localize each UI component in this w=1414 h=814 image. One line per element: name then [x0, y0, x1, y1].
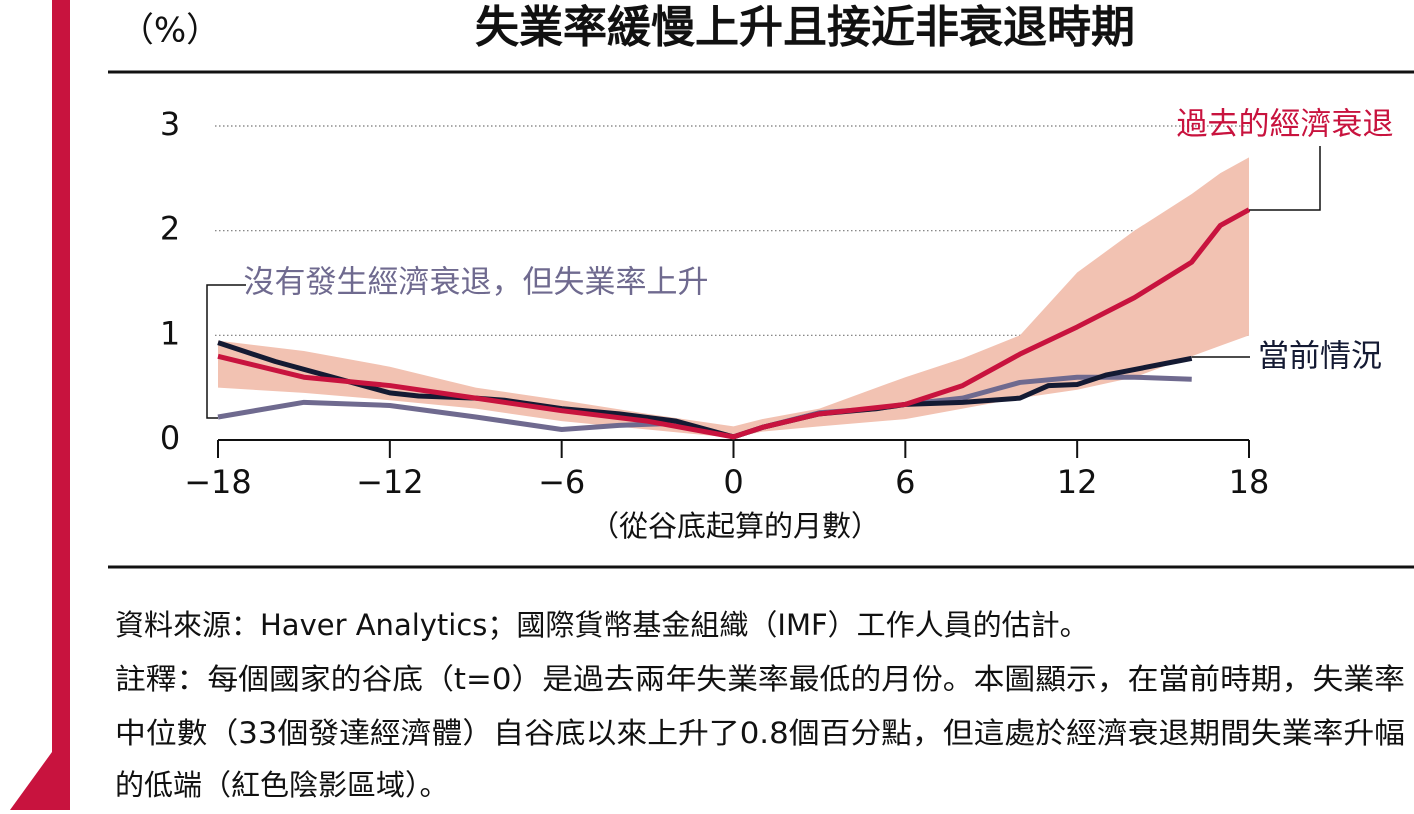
- y-tick-label: 2: [160, 210, 180, 248]
- y-unit: （%）: [120, 11, 220, 51]
- series-label: 沒有發生經濟衰退，但失業率上升: [244, 265, 709, 301]
- y-tick-label: 3: [160, 105, 180, 143]
- x-tick-label: 0: [723, 463, 743, 501]
- x-tick-label: −18: [184, 463, 252, 501]
- x-axis-label: （從谷底起算的月數）: [590, 509, 880, 543]
- note-line: 註釋：每個國家的谷底（t=0）是過去兩年失業率最低的月份。本圖顯示，在當前時期，…: [115, 662, 1405, 696]
- x-tick-label: 12: [1057, 463, 1098, 501]
- chart-title: 失業率緩慢上升且接近非衰退時期: [475, 2, 1135, 53]
- x-tick-label: −6: [538, 463, 585, 501]
- series-label: 過去的經濟衰退: [1177, 107, 1394, 143]
- x-tick-label: 6: [895, 463, 915, 501]
- leader-line: [1249, 146, 1321, 211]
- series-label: 當前情況: [1258, 339, 1382, 375]
- series-line: [217, 207, 1251, 440]
- x-tick-label: 18: [1229, 463, 1270, 501]
- leader-line: [206, 284, 246, 419]
- y-tick-label: 1: [160, 314, 180, 352]
- side-bar: [52, 0, 70, 810]
- x-tick-label: −12: [356, 463, 424, 501]
- corner-decoration: [10, 752, 70, 810]
- note-line: 資料來源：Haver Analytics；國際貨幣基金組織（IMF）工作人員的估…: [115, 608, 1089, 642]
- y-tick-label: 0: [160, 419, 180, 457]
- note-line: 的低端（紅色陰影區域）。: [115, 768, 449, 802]
- notes: 資料來源：Haver Analytics；國際貨幣基金組織（IMF）工作人員的估…: [115, 608, 1405, 802]
- note-line: 中位數（33個發達經濟體）自谷底以來上升了0.8個百分點，但這處於經濟衰退期間失…: [115, 716, 1405, 750]
